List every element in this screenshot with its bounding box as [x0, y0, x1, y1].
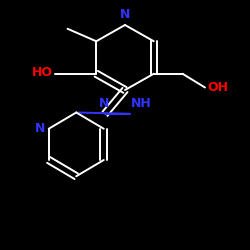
Text: OH: OH [208, 81, 229, 94]
Text: N: N [98, 97, 109, 110]
Text: N: N [120, 8, 130, 21]
Text: N: N [34, 122, 45, 135]
Text: HO: HO [32, 66, 52, 79]
Text: NH: NH [131, 97, 152, 110]
